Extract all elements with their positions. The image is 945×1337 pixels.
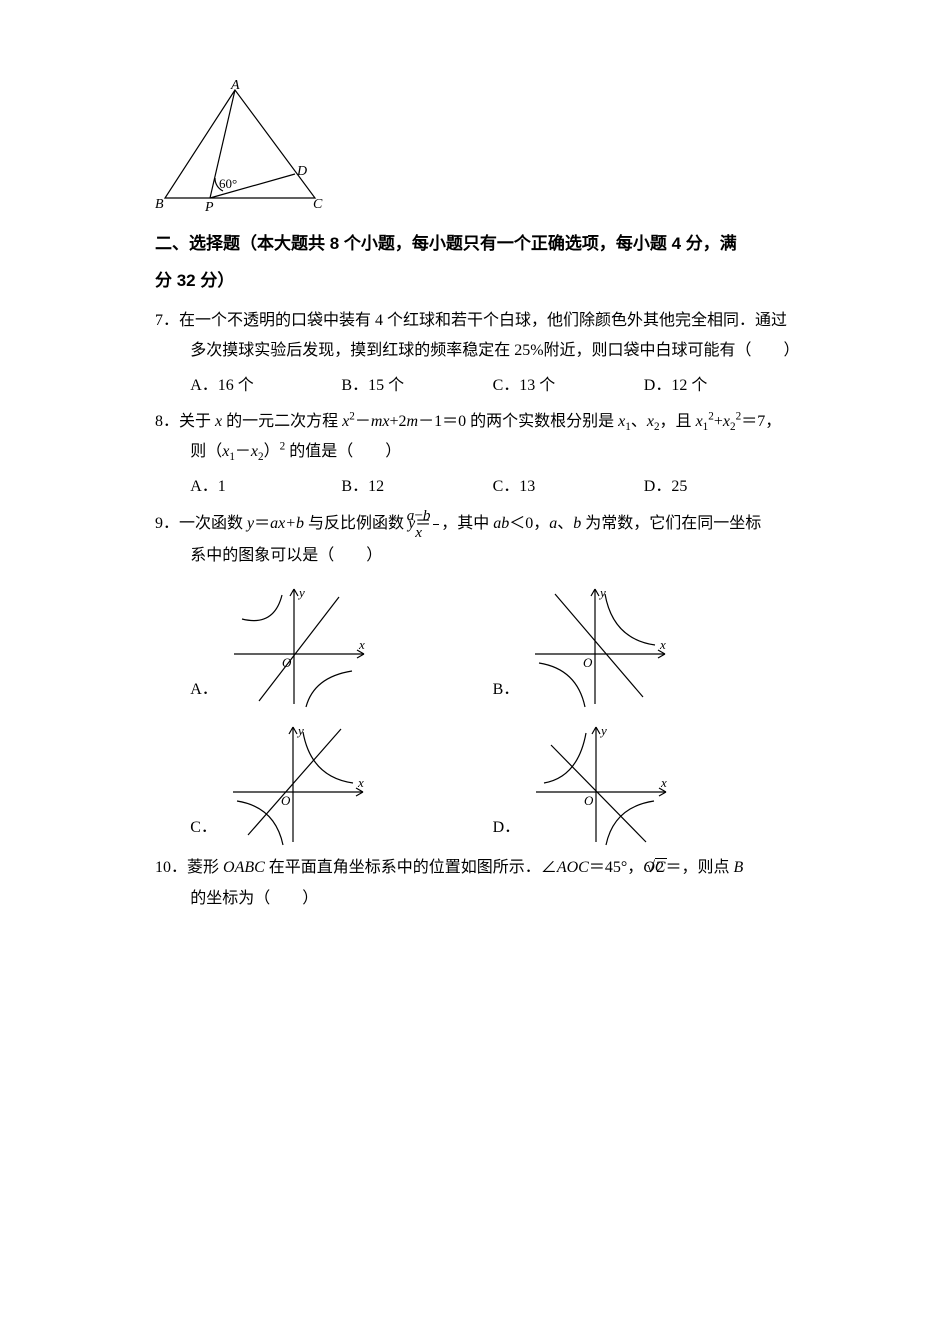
section-2-header: 二、选择题（本大题共 8 个小题，每小题只有一个正确选项，每小题 4 分，满 分… (155, 225, 795, 300)
q9-graph-b: B． y x (493, 579, 795, 709)
q9-graph-a: A． (190, 579, 492, 709)
q9-opt-b-label: B． (493, 675, 520, 709)
svg-text:x: x (659, 637, 666, 652)
q8-opt-a: A．1 (190, 472, 341, 502)
svg-text:x: x (357, 775, 364, 790)
svg-text:O: O (281, 793, 291, 808)
q7-line2: 多次摸球实验后发现，摸到红球的频率稳定在 25%附近，则口袋中白球可能有（ ） (155, 336, 795, 366)
q7-line1: 7．在一个不透明的口袋中装有 4 个红球和若干个白球，他们除颜色外其他完全相同．… (155, 306, 795, 336)
q10-line1: 10．菱形 OABC 在平面直角坐标系中的位置如图所示．∠AOC＝45°，OC＝… (155, 853, 795, 883)
q9-line1: 9．一次函数 y＝ax+b 与反比例函数 y＝a−bx，其中 ab＜0，a、b … (155, 508, 795, 541)
label-C: C (313, 197, 323, 212)
q9-graph-d: D． y x (493, 717, 795, 847)
q7-opt-b: B．15 个 (341, 371, 492, 401)
q10-line2: 的坐标为（ ） (155, 884, 795, 914)
svg-text:y: y (599, 723, 607, 738)
q8-line1: 8．关于 x 的一元二次方程 x2－mx+2m－1＝0 的两个实数根分别是 x1… (155, 407, 795, 437)
q9-opt-d-label: D． (493, 813, 521, 847)
section-title-line1: 二、选择题（本大题共 8 个小题，每小题只有一个正确选项，每小题 4 分，满 (155, 225, 795, 262)
q7-options: A．16 个 B．15 个 C．13 个 D．12 个 (155, 371, 795, 401)
svg-text:O: O (583, 655, 593, 670)
q9-graph-c: C． y x (190, 717, 492, 847)
question-9: 9．一次函数 y＝ax+b 与反比例函数 y＝a−bx，其中 ab＜0，a、b … (155, 508, 795, 847)
q9-opt-c-label: C． (190, 813, 217, 847)
q8-opt-c: C．13 (493, 472, 644, 502)
section-title-line2: 分 32 分） (155, 262, 795, 299)
label-B: B (155, 197, 164, 212)
q7-opt-c: C．13 个 (493, 371, 644, 401)
question-10: 10．菱形 OABC 在平面直角坐标系中的位置如图所示．∠AOC＝45°，OC＝… (155, 853, 795, 914)
question-8: 8．关于 x 的一元二次方程 x2－mx+2m－1＝0 的两个实数根分别是 x1… (155, 407, 795, 502)
svg-text:x: x (660, 775, 667, 790)
label-P: P (204, 200, 214, 215)
svg-text:y: y (296, 723, 304, 738)
q7-opt-d: D．12 个 (644, 371, 795, 401)
svg-text:O: O (282, 655, 292, 670)
svg-text:O: O (584, 793, 594, 808)
svg-text:y: y (297, 585, 305, 600)
q8-opt-d: D．25 (644, 472, 795, 502)
label-D: D (296, 164, 307, 179)
q8-opt-b: B．12 (341, 472, 492, 502)
question-7: 7．在一个不透明的口袋中装有 4 个红球和若干个白球，他们除颜色外其他完全相同．… (155, 306, 795, 401)
q9-line2: 系中的图象可以是（ ） (155, 541, 795, 571)
svg-text:x: x (358, 637, 365, 652)
label-angle: 60° (219, 176, 237, 191)
page-content: A B C D P 60° 二、选择题（本大题共 8 个小题，每小题只有一个正确… (0, 0, 945, 994)
fraction: a−bx (433, 508, 439, 541)
q8-line2: 则（x1－x2）2 的值是（ ） (155, 437, 795, 467)
q8-options: A．1 B．12 C．13 D．25 (155, 472, 795, 502)
figure-triangle: A B C D P 60° (155, 80, 795, 215)
q7-opt-a: A．16 个 (190, 371, 341, 401)
q9-opt-a-label: A． (190, 675, 218, 709)
q9-graphs-row1: A． (155, 579, 795, 709)
q9-graphs-row2: C． y x (155, 717, 795, 847)
svg-text:y: y (598, 585, 606, 600)
label-A: A (230, 80, 240, 93)
